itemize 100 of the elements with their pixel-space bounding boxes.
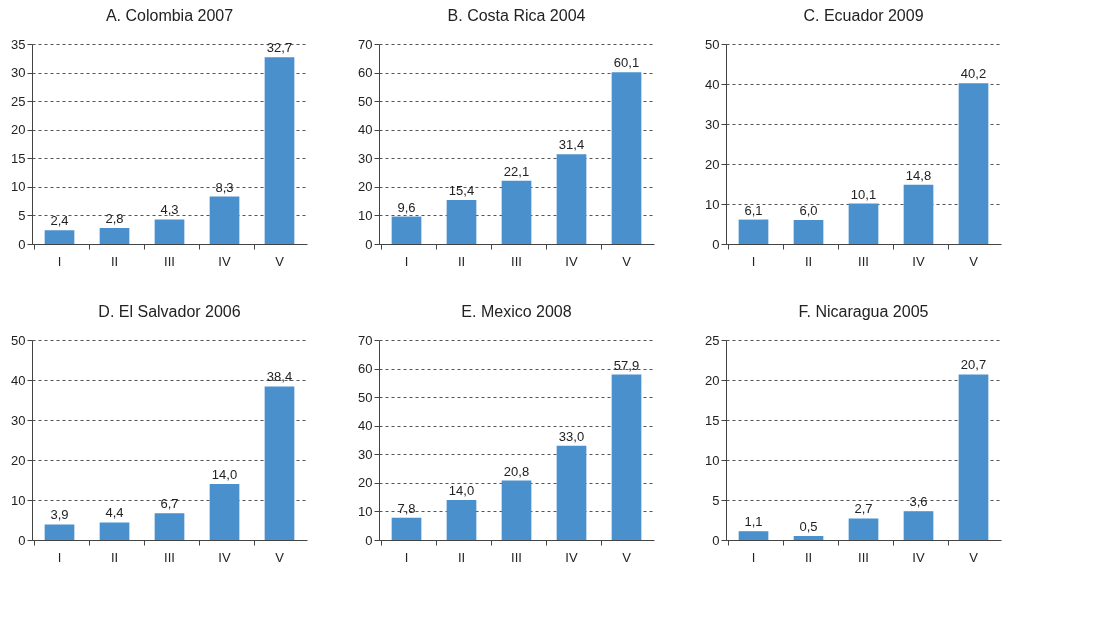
- x-tick-label: I: [751, 253, 756, 269]
- data-label: 14,0: [211, 467, 238, 482]
- data-label: 14,8: [905, 167, 932, 183]
- x-tick-label: I: [57, 549, 62, 565]
- data-label: 20,7: [960, 357, 987, 373]
- y-tick-label: 10: [705, 452, 720, 468]
- bar: [446, 200, 477, 244]
- bar: [793, 220, 824, 244]
- x-tick-label: V: [969, 253, 979, 269]
- data-label: 15,4: [448, 183, 475, 198]
- chart-title: F. Nicaragua 2005: [798, 303, 929, 320]
- data-label: 6,1: [744, 202, 763, 218]
- bar: [391, 517, 422, 540]
- data-label: 0,5: [799, 519, 818, 534]
- bar: [611, 374, 642, 540]
- y-tick-label: 20: [705, 372, 720, 388]
- x-tick-label: IV: [565, 549, 578, 565]
- bar: [738, 219, 769, 244]
- y-tick-label: 0: [712, 532, 720, 548]
- data-label: 8,3: [215, 179, 234, 195]
- y-tick-label: 50: [358, 389, 373, 405]
- y-tick-label: 10: [358, 503, 373, 519]
- data-label: 38,4: [266, 369, 293, 385]
- bar: [793, 536, 824, 540]
- y-tick-label: 30: [358, 150, 373, 166]
- x-tick-label: V: [275, 549, 285, 565]
- data-label: 2,7: [854, 501, 873, 517]
- y-tick-label: 10: [11, 179, 26, 195]
- x-tick-label: V: [622, 253, 632, 269]
- bar: [848, 203, 879, 244]
- bar: [44, 230, 75, 244]
- data-label: 9,6: [397, 199, 416, 215]
- y-tick-label: 20: [11, 122, 26, 138]
- bar: [99, 228, 130, 244]
- y-tick-label: 50: [358, 93, 373, 109]
- data-label: 22,1: [503, 163, 530, 179]
- chart-title: C. Ecuador 2009: [803, 7, 924, 24]
- data-label: 4,4: [105, 505, 124, 521]
- bar: [556, 154, 587, 244]
- x-tick-label: III: [511, 253, 522, 269]
- x-tick-label: II: [457, 253, 466, 269]
- x-tick-label: IV: [912, 253, 925, 269]
- bar: [209, 196, 240, 244]
- x-tick-label: I: [404, 253, 409, 269]
- bar: [958, 83, 989, 244]
- x-tick-label: I: [404, 549, 409, 565]
- x-tick-label: IV: [218, 253, 231, 269]
- data-label: 1,1: [744, 514, 763, 530]
- bar: [264, 386, 295, 540]
- x-tick-label: V: [969, 549, 979, 565]
- data-label: 6,7: [160, 496, 179, 512]
- x-tick-label: III: [511, 549, 522, 565]
- x-tick-label: I: [57, 253, 62, 269]
- x-tick-label: III: [164, 253, 175, 269]
- data-label: 2,8: [105, 211, 124, 226]
- data-label: 10,1: [850, 186, 877, 202]
- x-tick-label: IV: [912, 549, 925, 565]
- y-tick-label: 25: [705, 332, 720, 348]
- data-label: 2,4: [50, 213, 69, 229]
- data-label: 57,9: [613, 357, 640, 373]
- y-tick-label: 25: [11, 93, 26, 109]
- y-tick-label: 30: [11, 412, 26, 428]
- y-tick-label: 15: [705, 412, 720, 428]
- data-label: 14,0: [448, 483, 475, 498]
- bar: [903, 511, 934, 540]
- y-tick-label: 60: [358, 361, 373, 377]
- data-label: 33,0: [558, 428, 585, 444]
- bar: [611, 72, 642, 244]
- x-tick-label: III: [858, 549, 869, 565]
- chart-title: E. Mexico 2008: [461, 303, 572, 320]
- y-tick-label: 0: [365, 236, 373, 252]
- y-tick-label: 50: [705, 36, 720, 52]
- bar: [556, 445, 587, 540]
- y-tick-label: 0: [18, 532, 26, 548]
- chart-title: A. Colombia 2007: [105, 7, 234, 24]
- bar: [44, 524, 75, 540]
- y-tick-label: 10: [11, 492, 26, 508]
- y-tick-label: 30: [705, 116, 720, 132]
- bar: [958, 374, 989, 540]
- y-tick-label: 10: [358, 207, 373, 223]
- y-tick-label: 5: [18, 207, 26, 223]
- y-tick-label: 0: [365, 532, 373, 548]
- x-tick-label: III: [858, 253, 869, 269]
- bar: [903, 184, 934, 244]
- bar: [391, 216, 422, 244]
- data-label: 60,1: [613, 55, 640, 71]
- x-tick-label: V: [275, 253, 285, 269]
- x-tick-label: IV: [218, 549, 231, 565]
- x-tick-label: II: [804, 549, 813, 565]
- x-tick-label: II: [110, 549, 119, 565]
- y-tick-label: 70: [358, 332, 373, 348]
- data-label: 7,8: [397, 500, 416, 516]
- y-tick-label: 10: [705, 196, 720, 212]
- bar: [848, 518, 879, 540]
- data-label: 20,8: [503, 463, 530, 479]
- y-tick-label: 5: [712, 492, 720, 508]
- y-tick-label: 20: [705, 156, 720, 172]
- bar: [154, 513, 185, 540]
- y-tick-label: 40: [11, 372, 26, 388]
- y-tick-label: 30: [358, 446, 373, 462]
